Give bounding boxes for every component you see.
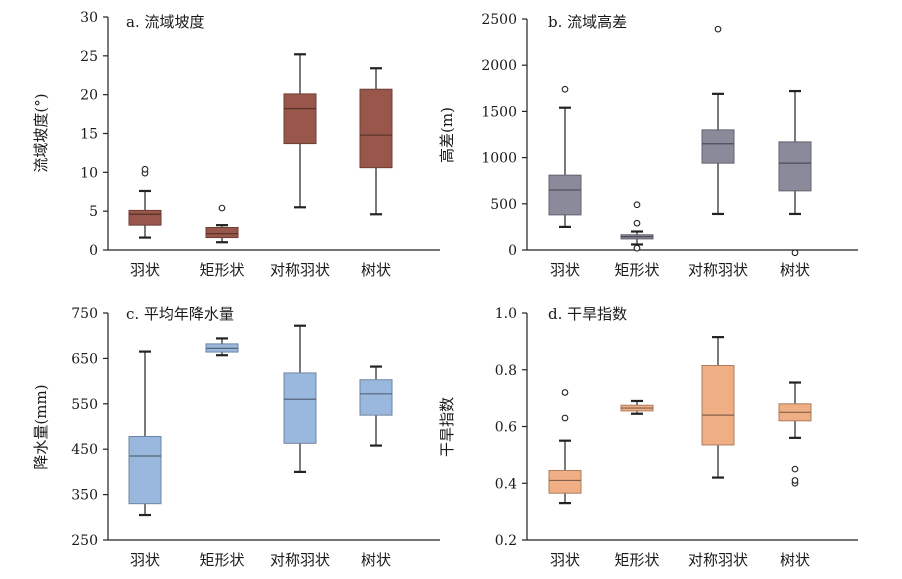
interquartile-box <box>283 93 317 145</box>
y-axis-title: 流域坡度(°) <box>32 93 50 172</box>
y-tick-label: 30 <box>80 10 98 26</box>
interquartile-box <box>701 364 735 446</box>
interquartile-box <box>359 88 393 169</box>
y-tick-label: 0.6 <box>495 420 517 436</box>
y-tick-label: 2500 <box>481 12 517 28</box>
x-category-label: 对称羽状 <box>270 551 330 569</box>
x-category-label: 对称羽状 <box>688 551 748 569</box>
panel-title: a. 流域坡度 <box>126 13 204 31</box>
box-plot-1 <box>548 389 582 505</box>
y-axis-title: 高差(m) <box>438 107 456 163</box>
outlier-point <box>633 244 641 252</box>
x-category-label: 矩形状 <box>199 551 244 569</box>
panel-b: 0 500 1000 1500 2000 2500 羽状 矩形状 对称羽状 树状 高差(m) b. 流… <box>438 12 858 279</box>
interquartile-box <box>701 129 735 164</box>
y-tick-label: 250 <box>71 533 98 549</box>
box-plot-1 <box>548 85 582 228</box>
outlier-point <box>791 249 799 257</box>
outlier-point <box>633 201 641 209</box>
box-plot-4 <box>778 381 812 487</box>
x-category-label: 矩形状 <box>614 551 659 569</box>
panel-a: 0 5 10 15 20 25 30 羽状 矩形状 对称羽状 树状 流域坡度(°) a. 流域坡度 <box>32 10 440 279</box>
panel-title: d. 干旱指数 <box>548 305 627 323</box>
x-category-label: 树状 <box>361 551 391 569</box>
y-tick-label: 0.8 <box>495 363 517 379</box>
outlier-point <box>561 389 569 396</box>
panel-d: 0.2 0.4 0.6 0.8 1.0 羽状 矩形状 对称羽状 树状 干旱指数 d. 干旱指数 <box>438 305 858 569</box>
box-plot-2 <box>205 204 239 244</box>
interquartile-box <box>359 379 393 416</box>
x-category-label: 树状 <box>780 551 810 569</box>
y-tick-label: 10 <box>80 165 98 181</box>
panel-c: 250 350 450 550 650 750 羽状 矩形状 对称羽状 树状 降水量(mm) c. 平… <box>32 305 440 569</box>
y-tick-label: 1500 <box>481 104 517 120</box>
y-tick-label: 5 <box>89 204 98 220</box>
x-category-label: 羽状 <box>130 551 160 569</box>
interquartile-box <box>548 469 582 494</box>
y-axis-title: 干旱指数 <box>438 397 456 457</box>
x-category-label: 树状 <box>361 261 391 279</box>
y-tick-label: 450 <box>71 442 98 458</box>
interquartile-box <box>128 435 162 505</box>
y-tick-label: 550 <box>71 397 98 413</box>
y-tick-label: 15 <box>80 127 98 143</box>
box-plot-3 <box>283 53 317 209</box>
y-tick-label: 25 <box>80 49 98 65</box>
x-category-label: 羽状 <box>130 261 160 279</box>
box-plot-4 <box>359 67 393 216</box>
box-plot-4 <box>778 89 812 257</box>
y-tick-label: 1.0 <box>495 306 517 322</box>
outlier-point <box>561 85 569 93</box>
y-tick-label: 0.2 <box>495 533 517 549</box>
panel-title: c. 平均年降水量 <box>126 305 234 323</box>
outlier-point <box>791 477 799 484</box>
y-tick-label: 0.4 <box>495 476 517 492</box>
y-axis-title: 降水量(mm) <box>32 384 50 469</box>
box-plot-1 <box>128 165 162 239</box>
y-tick-label: 350 <box>71 488 98 504</box>
y-tick-label: 0 <box>508 243 517 259</box>
outlier-point <box>791 465 799 473</box>
x-category-label: 矩形状 <box>199 261 244 279</box>
interquartile-box <box>283 372 317 444</box>
box-plot-2 <box>620 399 654 415</box>
box-plot-2 <box>620 201 654 252</box>
x-category-label: 对称羽状 <box>688 261 748 279</box>
x-category-label: 对称羽状 <box>270 261 330 279</box>
y-tick-label: 1000 <box>481 151 517 167</box>
y-tick-label: 0 <box>89 243 98 259</box>
outlier-point <box>633 219 641 227</box>
outlier-point <box>714 25 722 33</box>
outlier-point <box>561 414 569 422</box>
x-category-label: 矩形状 <box>614 261 659 279</box>
box-plot-1 <box>128 350 162 517</box>
panel-title: b. 流域高差 <box>548 13 627 31</box>
y-tick-label: 20 <box>80 88 98 104</box>
box-plot-2 <box>205 337 239 357</box>
y-tick-label: 650 <box>71 351 98 367</box>
outlier-point <box>141 165 149 173</box>
interquartile-box <box>548 174 582 216</box>
box-plot-3 <box>283 324 317 473</box>
x-category-label: 羽状 <box>550 551 580 569</box>
box-plot-3 <box>701 25 735 216</box>
interquartile-box <box>778 141 812 192</box>
outlier-point <box>218 204 226 212</box>
y-tick-label: 750 <box>71 306 98 322</box>
y-tick-label: 2000 <box>481 58 517 74</box>
box-plot-3 <box>701 336 735 479</box>
interquartile-box <box>205 226 239 239</box>
y-tick-label: 500 <box>490 197 517 213</box>
interquartile-box <box>128 209 162 226</box>
x-category-label: 树状 <box>780 261 810 279</box>
x-category-label: 羽状 <box>550 261 580 279</box>
box-plot-4 <box>359 365 393 447</box>
